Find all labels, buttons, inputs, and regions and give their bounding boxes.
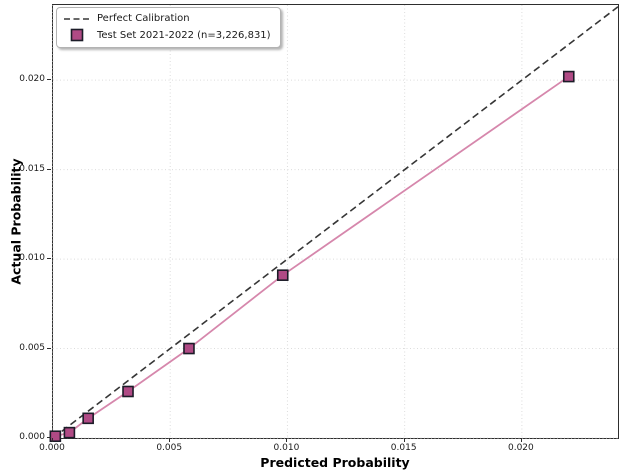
x-tick-label: 0.005: [156, 443, 183, 453]
data-point-marker: [82, 412, 94, 425]
x-tick-label: 0.020: [507, 443, 534, 453]
y-tick-mark: [47, 168, 51, 170]
perfect-calibration-line: [52, 6, 619, 439]
legend-label: Test Set 2021-2022 (n=3,226,831): [97, 29, 271, 41]
x-tick-label: 0.015: [390, 443, 417, 453]
x-tick-mark: [286, 438, 288, 442]
y-tick-label: 0.005: [19, 342, 45, 353]
x-tick-mark: [520, 438, 522, 442]
y-tick-mark: [47, 437, 51, 438]
data-point-marker: [49, 430, 62, 443]
legend-entry-perfect-calibration: Perfect Calibration: [64, 13, 271, 24]
legend-entry-test-set: Test Set 2021-2022 (n=3,226,831): [64, 28, 271, 42]
calibration-curve-line: [55, 75, 570, 438]
data-point-marker: [183, 342, 195, 355]
y-tick-label: 0.000: [19, 432, 45, 442]
dashed-line-sample-icon: [64, 16, 90, 22]
plot-area: Perfect Calibration Test Set 2021-2022 (…: [49, 4, 619, 443]
data-point-marker: [63, 426, 76, 439]
y-tick-mark: [47, 347, 51, 349]
x-tick-label: 0.000: [39, 443, 65, 453]
chart-canvas: [49, 5, 619, 443]
x-tick-mark: [52, 438, 53, 442]
data-point-marker: [122, 385, 134, 398]
legend: Perfect Calibration Test Set 2021-2022 (…: [56, 7, 281, 48]
y-tick-label: 0.015: [19, 163, 45, 174]
y-tick-label: 0.020: [19, 74, 45, 85]
x-tick-label: 0.010: [273, 443, 300, 453]
legend-label: Perfect Calibration: [97, 13, 190, 24]
y-tick-mark: [47, 79, 51, 81]
square-marker-sample-icon: [64, 28, 90, 42]
y-tick-mark: [47, 258, 51, 260]
data-point-marker: [562, 70, 575, 83]
x-tick-mark: [169, 438, 171, 442]
y-tick-label: 0.010: [19, 253, 45, 264]
data-point-marker: [276, 269, 289, 281]
x-tick-mark: [403, 438, 405, 442]
x-axis-title: Predicted Probability: [260, 455, 410, 470]
